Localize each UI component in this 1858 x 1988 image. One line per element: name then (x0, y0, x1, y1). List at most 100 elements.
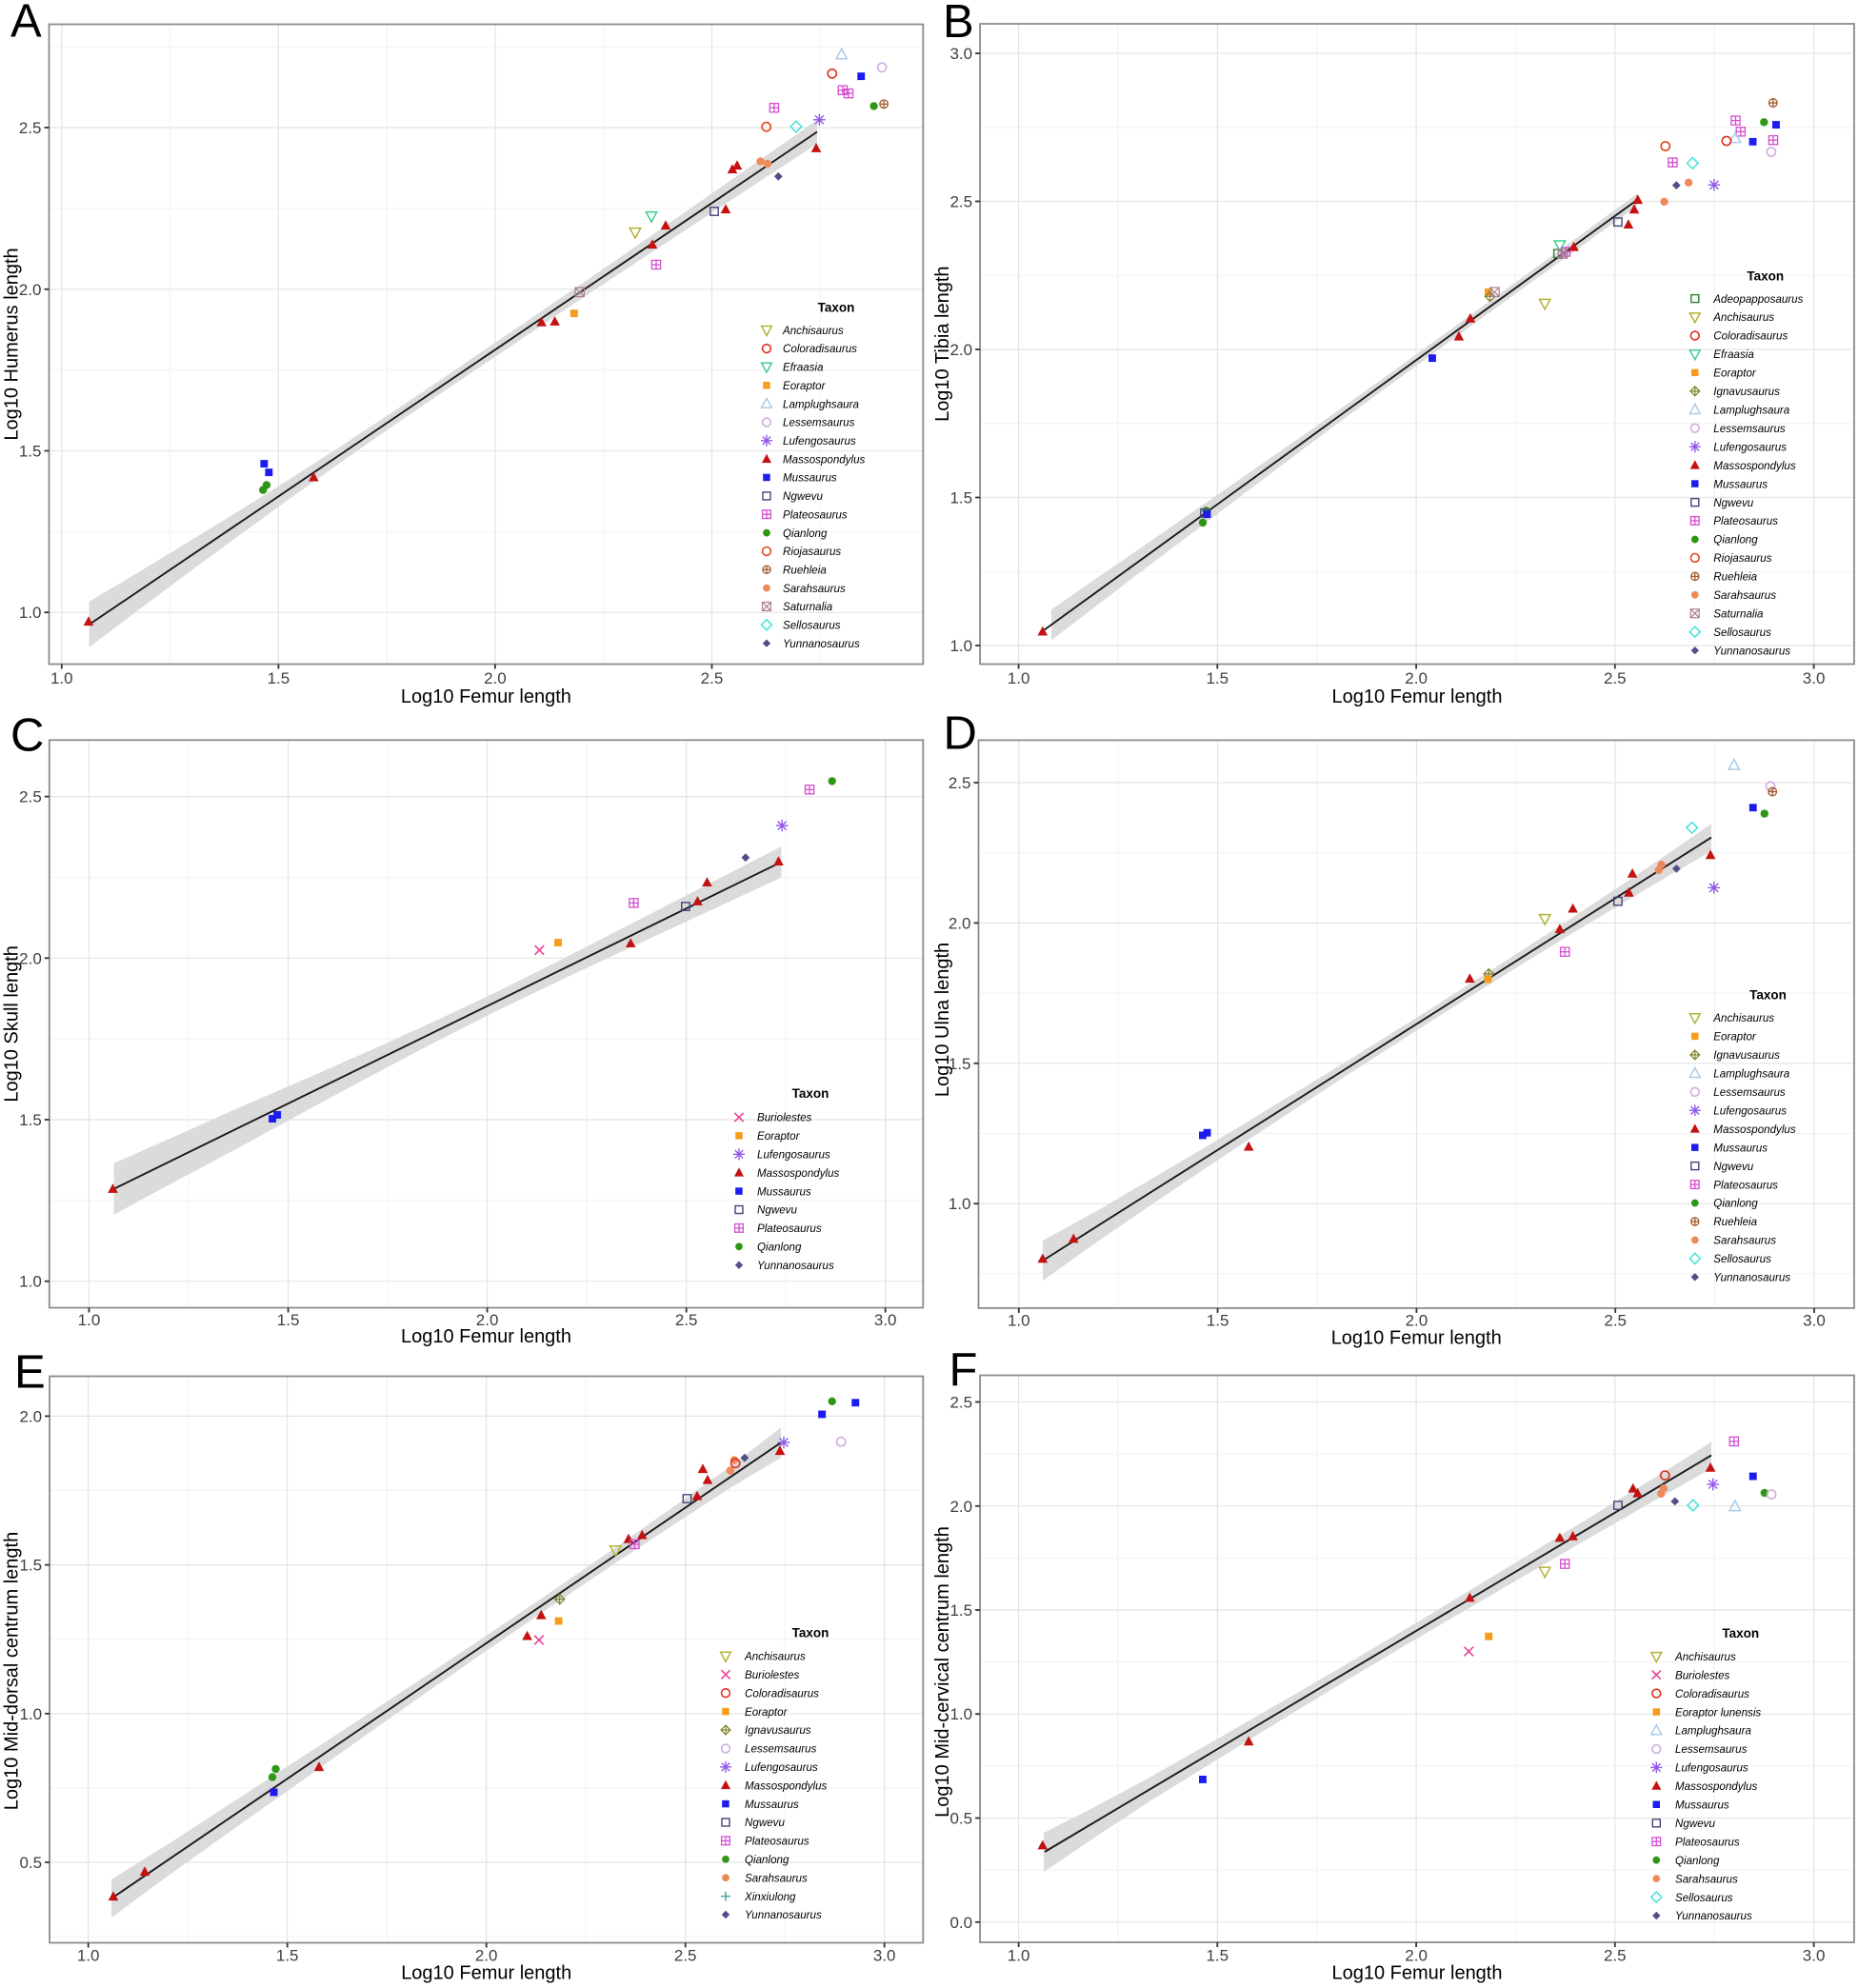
svg-text:2.0: 2.0 (19, 1407, 42, 1425)
svg-text:Mussaurus: Mussaurus (757, 1185, 811, 1198)
svg-text:1.5: 1.5 (268, 669, 290, 687)
svg-text:1.5: 1.5 (949, 1055, 971, 1073)
svg-text:Efraasia: Efraasia (1713, 348, 1754, 361)
svg-text:Lufengosaurus: Lufengosaurus (783, 435, 856, 447)
svg-text:2.5: 2.5 (949, 774, 971, 792)
svg-text:D: D (944, 708, 977, 760)
svg-text:Eoraptor: Eoraptor (757, 1130, 801, 1143)
svg-text:Saturnalia: Saturnalia (783, 601, 833, 613)
svg-text:Mussaurus: Mussaurus (783, 472, 837, 485)
svg-text:Plateosaurus: Plateosaurus (1713, 515, 1778, 527)
svg-text:1.5: 1.5 (276, 1947, 299, 1965)
svg-text:2.0: 2.0 (949, 1498, 972, 1516)
svg-text:Taxon: Taxon (1722, 1626, 1759, 1640)
svg-text:1.0: 1.0 (1008, 1312, 1030, 1330)
svg-text:C: C (10, 710, 44, 762)
svg-text:Plateosaurus: Plateosaurus (745, 1836, 809, 1848)
svg-text:1.0: 1.0 (77, 1947, 100, 1965)
svg-text:Lufengosaurus: Lufengosaurus (1713, 441, 1787, 453)
svg-text:Massospondylus: Massospondylus (783, 453, 866, 466)
svg-text:Log10 Femur length: Log10 Femur length (401, 1963, 571, 1984)
svg-text:1.0: 1.0 (50, 669, 73, 687)
svg-text:Mussaurus: Mussaurus (1713, 478, 1768, 490)
svg-text:Anchisaurus: Anchisaurus (1712, 1012, 1774, 1024)
svg-text:Taxon: Taxon (1749, 987, 1787, 1002)
svg-text:Qianlong: Qianlong (1675, 1855, 1720, 1867)
svg-text:B: B (943, 0, 974, 48)
svg-text:Log10 Femur length: Log10 Femur length (1331, 686, 1502, 707)
svg-text:1.0: 1.0 (1008, 669, 1030, 687)
svg-text:1.0: 1.0 (19, 1705, 42, 1723)
svg-text:Sellosaurus: Sellosaurus (1713, 1253, 1771, 1265)
svg-text:Eoraptor lunensis: Eoraptor lunensis (1675, 1706, 1761, 1719)
svg-text:1.0: 1.0 (19, 604, 42, 622)
svg-text:Plateosaurus: Plateosaurus (757, 1223, 822, 1235)
svg-text:Massospondylus: Massospondylus (757, 1167, 840, 1180)
svg-text:Lessemsaurus: Lessemsaurus (1713, 1086, 1786, 1099)
svg-text:Anchisaurus: Anchisaurus (782, 325, 844, 337)
svg-text:3.0: 3.0 (874, 1311, 897, 1329)
svg-text:2.5: 2.5 (19, 788, 42, 806)
svg-text:1.5: 1.5 (19, 1557, 42, 1575)
svg-text:Ngwevu: Ngwevu (745, 1817, 785, 1829)
svg-text:Ngwevu: Ngwevu (757, 1204, 797, 1217)
svg-text:Sarahsaurus: Sarahsaurus (745, 1872, 808, 1884)
svg-text:Anchisaurus: Anchisaurus (744, 1651, 806, 1663)
svg-text:Log10 Tibia length: Log10 Tibia length (932, 266, 953, 421)
svg-text:F: F (949, 1344, 978, 1396)
svg-text:Mussaurus: Mussaurus (1713, 1142, 1768, 1154)
svg-text:Lufengosaurus: Lufengosaurus (1713, 1105, 1787, 1118)
svg-text:1.5: 1.5 (277, 1311, 300, 1329)
svg-text:2.0: 2.0 (19, 281, 42, 299)
svg-text:Adeopapposaurus: Adeopapposaurus (1712, 293, 1803, 306)
svg-text:Massospondylus: Massospondylus (1675, 1780, 1758, 1793)
svg-text:2.0: 2.0 (1405, 669, 1428, 687)
svg-text:Log10 Mid-cervical centrum len: Log10 Mid-cervical centrum length (932, 1526, 953, 1818)
svg-text:Taxon: Taxon (818, 301, 855, 315)
svg-text:1.0: 1.0 (949, 637, 972, 655)
svg-text:Mussaurus: Mussaurus (1675, 1799, 1729, 1812)
svg-text:Lamplughsaura: Lamplughsaura (783, 398, 859, 410)
svg-text:1.0: 1.0 (949, 1705, 972, 1723)
svg-text:Anchisaurus: Anchisaurus (1674, 1651, 1736, 1663)
svg-text:Ruehleia: Ruehleia (1713, 571, 1757, 584)
svg-text:Qianlong: Qianlong (1713, 1198, 1758, 1210)
svg-text:Ngwevu: Ngwevu (783, 490, 823, 503)
svg-text:Sarahsaurus: Sarahsaurus (783, 583, 846, 595)
svg-text:Sarahsaurus: Sarahsaurus (1713, 589, 1776, 602)
svg-text:Sellosaurus: Sellosaurus (1675, 1892, 1733, 1904)
svg-text:1.0: 1.0 (78, 1311, 101, 1329)
svg-text:Yunnanosaurus: Yunnanosaurus (1713, 1272, 1790, 1284)
svg-text:3.0: 3.0 (873, 1947, 896, 1965)
svg-text:Riojasaurus: Riojasaurus (783, 546, 841, 558)
svg-text:2.0: 2.0 (949, 341, 972, 359)
svg-text:2.0: 2.0 (949, 914, 971, 932)
svg-text:Saturnalia: Saturnalia (1713, 608, 1764, 621)
svg-text:2.0: 2.0 (1405, 1947, 1428, 1965)
svg-text:0.5: 0.5 (19, 1854, 42, 1872)
svg-text:Coloradisaurus: Coloradisaurus (1675, 1688, 1749, 1700)
svg-text:Coloradisaurus: Coloradisaurus (783, 343, 857, 355)
svg-text:2.5: 2.5 (19, 119, 42, 137)
svg-text:2.5: 2.5 (674, 1947, 697, 1965)
svg-text:Yunnanosaurus: Yunnanosaurus (745, 1909, 822, 1921)
svg-text:2.5: 2.5 (1604, 1947, 1627, 1965)
svg-text:Ruehleia: Ruehleia (783, 565, 827, 577)
svg-text:2.5: 2.5 (949, 193, 972, 211)
svg-text:Ngwevu: Ngwevu (1675, 1818, 1715, 1830)
svg-text:Taxon: Taxon (792, 1086, 829, 1101)
svg-text:2.5: 2.5 (1604, 669, 1627, 687)
svg-text:Log10 Skull length: Log10 Skull length (2, 945, 23, 1103)
svg-text:Sellosaurus: Sellosaurus (783, 620, 841, 632)
svg-text:E: E (14, 1347, 46, 1399)
svg-text:Lufengosaurus: Lufengosaurus (757, 1149, 830, 1162)
svg-text:Ngwevu: Ngwevu (1713, 497, 1753, 509)
svg-text:Eoraptor: Eoraptor (745, 1706, 789, 1719)
svg-text:Eoraptor: Eoraptor (1713, 1031, 1757, 1044)
svg-text:Lamplughsaura: Lamplughsaura (1713, 1068, 1789, 1081)
svg-text:Taxon: Taxon (792, 1626, 829, 1640)
svg-text:Massospondylus: Massospondylus (745, 1779, 828, 1792)
svg-text:Ngwevu: Ngwevu (1713, 1161, 1753, 1173)
svg-text:Coloradisaurus: Coloradisaurus (1713, 330, 1788, 343)
svg-text:2.5: 2.5 (675, 1311, 698, 1329)
